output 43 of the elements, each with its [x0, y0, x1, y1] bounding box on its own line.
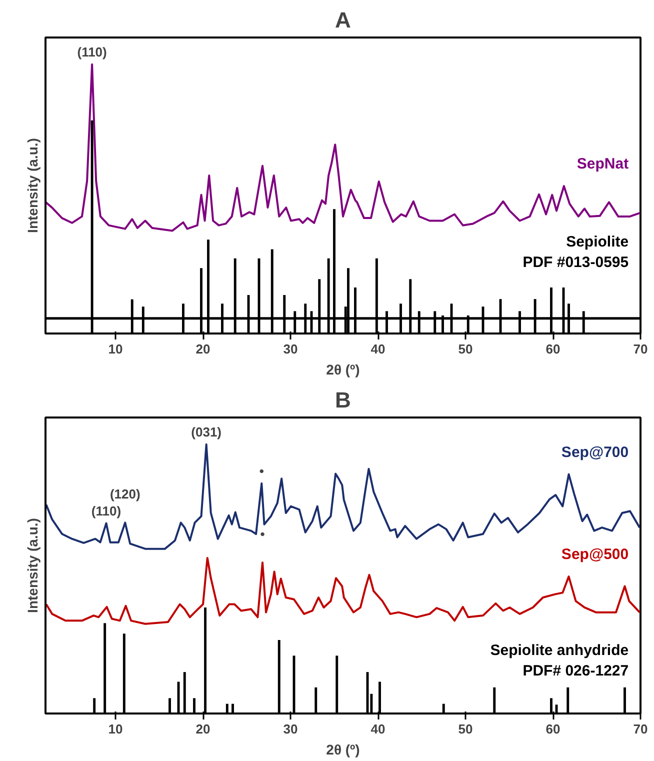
x-tick-label: 10	[108, 722, 123, 736]
annotation: •	[260, 526, 266, 542]
bar	[193, 698, 196, 714]
annotation: (110)	[91, 503, 122, 518]
bar	[624, 687, 626, 714]
bar	[566, 687, 570, 714]
annotation: (031)	[191, 424, 222, 440]
bar	[336, 656, 338, 714]
bar	[93, 698, 96, 714]
bar	[104, 623, 106, 714]
series-label: Sep@500	[561, 546, 629, 564]
x-tick-label: 30	[283, 342, 298, 356]
x-tick-label: 60	[546, 342, 560, 356]
chart-title: A	[335, 8, 352, 32]
bar	[183, 672, 186, 714]
series-label: Sepiolite anhydride PDF# 026-1227	[490, 642, 629, 680]
x-tick-label: 40	[370, 722, 386, 736]
x-tick-label: 20	[196, 722, 210, 736]
x-axis-title: 2θ (º)	[326, 742, 360, 758]
bar	[314, 687, 318, 714]
series-label: Sep@700	[561, 444, 629, 461]
x-tick-label: 30	[283, 722, 298, 736]
x-tick-label: 20	[196, 342, 210, 356]
x-tick-label: 60	[546, 722, 560, 736]
bar	[122, 634, 126, 714]
annotation: •	[259, 463, 264, 478]
x-tick-label: 70	[633, 722, 648, 736]
x-axis-title: 2θ (º)	[326, 362, 360, 378]
bar	[493, 687, 496, 714]
annotation: (110)	[77, 44, 107, 60]
annotation: (120)	[110, 486, 140, 502]
y-axis-title: Intensity (a.u.)	[24, 138, 40, 233]
x-tick-label: 50	[458, 722, 473, 736]
bar	[168, 698, 171, 714]
x-tick-label: 40	[370, 342, 386, 356]
x-tick-label: 70	[633, 342, 648, 356]
x-tick-label: 10	[108, 342, 123, 356]
chart-title: B	[335, 388, 351, 412]
text: Sepiolite PDF #013-0595	[522, 234, 629, 272]
y-axis-title: Intensity (a.u.)	[24, 518, 40, 613]
x-tick-label: 50	[458, 342, 473, 356]
series-label: SepNat	[576, 156, 629, 173]
bar	[278, 640, 280, 714]
